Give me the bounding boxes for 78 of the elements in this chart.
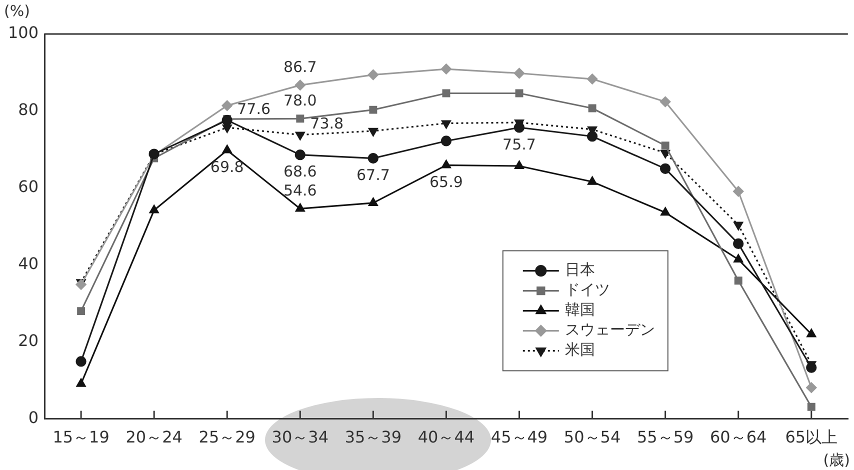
- point: [588, 176, 597, 185]
- point: [149, 204, 159, 214]
- legend-label: ドイツ: [564, 280, 610, 299]
- data-label: 86.7: [283, 58, 317, 76]
- y-tick-label: 60: [18, 177, 39, 196]
- point: [586, 74, 598, 84]
- point: [514, 122, 525, 133]
- point: [734, 276, 742, 285]
- point: [440, 136, 452, 146]
- legend-label: 米国: [564, 340, 595, 359]
- point: [806, 382, 817, 393]
- point: [660, 150, 670, 158]
- point: [588, 104, 596, 112]
- point: [442, 120, 451, 129]
- point: [515, 89, 524, 98]
- legend-label: スウェーデン: [564, 320, 655, 339]
- x-tick-label: 25～29: [198, 428, 256, 447]
- point: [807, 402, 816, 411]
- x-tick-label: 50～54: [564, 428, 621, 447]
- point: [660, 96, 671, 108]
- x-tick-label: 55～59: [636, 428, 694, 447]
- point: [368, 69, 378, 80]
- point: [733, 238, 744, 250]
- data-label: 73.8: [310, 114, 344, 133]
- point: [295, 132, 305, 140]
- data-label: 77.6: [237, 100, 271, 118]
- x-tick-label: 15～19: [52, 428, 110, 447]
- point: [661, 142, 670, 150]
- point: [77, 307, 86, 316]
- y-tick-label: 100: [8, 23, 39, 42]
- x-axis-title: (歳): [823, 450, 850, 469]
- y-tick-label: 40: [18, 254, 39, 274]
- x-tick-label: 40～44: [418, 428, 475, 447]
- point: [514, 68, 525, 79]
- point: [442, 160, 451, 168]
- point: [733, 186, 744, 197]
- point: [806, 362, 817, 373]
- point: [586, 131, 598, 142]
- x-tick-label: 35～39: [344, 428, 402, 447]
- data-label: 54.6: [283, 182, 317, 200]
- point: [369, 106, 378, 114]
- point: [294, 80, 306, 90]
- data-label: 67.7: [356, 166, 390, 184]
- legend-label: 日本: [564, 260, 595, 279]
- point: [295, 203, 305, 212]
- x-tick-label: 60～64: [710, 428, 767, 447]
- y-tick-label: 0: [28, 408, 39, 427]
- point: [368, 152, 378, 164]
- point: [296, 114, 304, 123]
- point: [368, 128, 378, 136]
- data-label: 75.7: [502, 135, 536, 154]
- x-tick-label: 30～34: [272, 428, 329, 447]
- point: [76, 356, 86, 367]
- legend-label: 韓国: [564, 300, 595, 319]
- point: [440, 64, 452, 74]
- point: [660, 207, 670, 216]
- y-axis-title: (%): [4, 2, 30, 20]
- data-label: 65.9: [430, 173, 463, 192]
- point: [294, 150, 306, 160]
- point: [368, 198, 378, 206]
- point: [442, 89, 450, 98]
- x-tick-label: 45～49: [490, 428, 548, 447]
- point: [222, 124, 232, 133]
- x-tick-label: 65以上: [785, 428, 838, 447]
- y-tick-label: 80: [18, 100, 39, 120]
- data-label: 68.6: [283, 162, 317, 181]
- point: [514, 160, 524, 170]
- point: [222, 100, 232, 111]
- point: [222, 144, 232, 154]
- x-tick-label: 20～24: [126, 428, 182, 447]
- point: [806, 328, 816, 338]
- point: [660, 163, 671, 174]
- point: [734, 254, 744, 263]
- y-tick-label: 20: [18, 330, 39, 350]
- data-label: 78.0: [283, 92, 317, 110]
- data-label: 69.8: [210, 158, 244, 176]
- point: [734, 222, 744, 230]
- point: [76, 378, 86, 387]
